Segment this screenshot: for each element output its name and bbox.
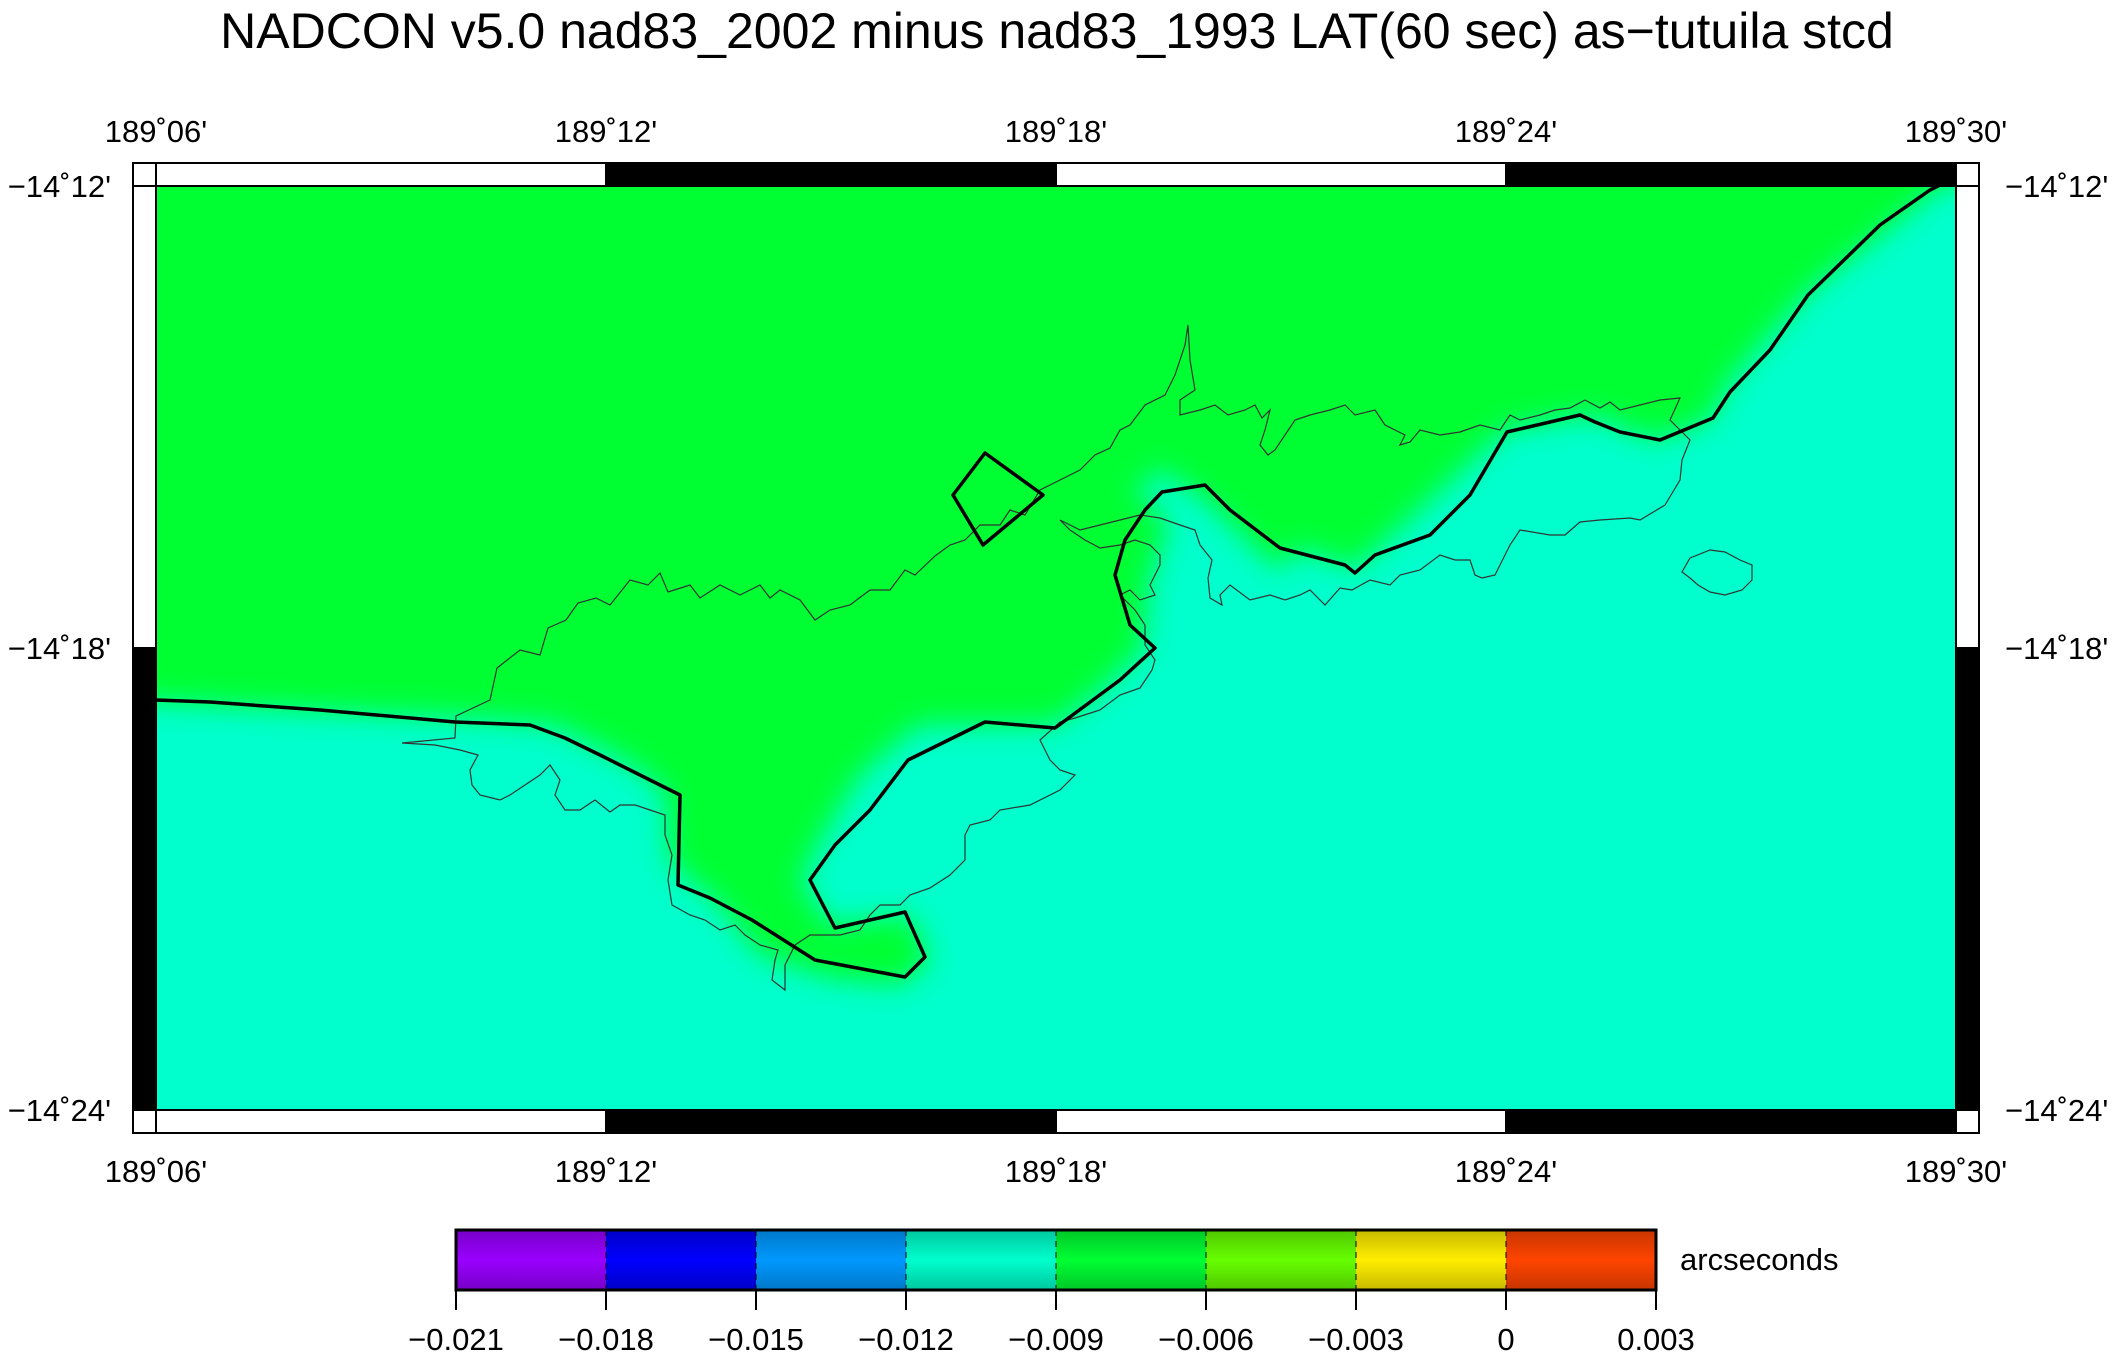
colorbar-bin bbox=[456, 1230, 606, 1290]
lat-label-right: −14˚12' bbox=[2005, 169, 2108, 204]
zone-boundary bbox=[156, 186, 1942, 979]
colorbar-bin bbox=[1056, 1230, 1206, 1290]
lon-label-top: 189˚06' bbox=[105, 114, 207, 149]
colorbar: −0.021 −0.018 −0.015 −0.012 −0.009 −0.006 −0.0… bbox=[408, 1228, 1695, 1357]
colorbar-bin bbox=[906, 1230, 1056, 1290]
lon-label-bottom: 189˚06' bbox=[105, 1154, 207, 1189]
lat-label-right: −14˚24' bbox=[2005, 1093, 2108, 1128]
lon-label-top: 189˚12' bbox=[555, 114, 657, 149]
lon-labels-bottom: 189˚06' 189˚12' 189˚18' 189˚24' 189˚30' bbox=[105, 1154, 2007, 1189]
lon-label-bottom: 189˚30' bbox=[1905, 1154, 2007, 1189]
frame-top-seg-4 bbox=[1506, 163, 1956, 186]
colorbar-bin bbox=[606, 1230, 756, 1290]
frame-top-seg-2 bbox=[606, 163, 1056, 186]
frame-left-seg-1 bbox=[132, 185, 157, 649]
color-field bbox=[156, 186, 1956, 1110]
colorbar-tick-label: −0.015 bbox=[708, 1322, 804, 1357]
boundary-small-polygon bbox=[951, 451, 1045, 547]
frame-right-seg-2 bbox=[1956, 648, 1979, 1110]
lat-labels-right: −14˚12' −14˚18' −14˚24' bbox=[2005, 169, 2108, 1128]
boundary-main-line bbox=[156, 186, 1942, 979]
land-field bbox=[156, 186, 1946, 985]
colorbar-tick-label: −0.006 bbox=[1158, 1322, 1254, 1357]
lon-label-bottom: 189˚12' bbox=[555, 1154, 657, 1189]
colorbar-bin bbox=[1356, 1230, 1506, 1290]
colorbar-tick-label: −0.003 bbox=[1308, 1322, 1404, 1357]
map-title: NADCON v5.0 nad83_2002 minus nad83_1993 … bbox=[220, 3, 1894, 59]
colorbar-tick-label: 0 bbox=[1497, 1322, 1514, 1357]
frame-top-seg-1 bbox=[155, 162, 607, 187]
colorbar-tick-label: −0.009 bbox=[1008, 1322, 1104, 1357]
lat-label-left: −14˚12' bbox=[8, 169, 111, 204]
lat-label-left: −14˚24' bbox=[8, 1093, 111, 1128]
lat-labels-left: −14˚12' −14˚18' −14˚24' bbox=[8, 169, 111, 1128]
colorbar-bin bbox=[1206, 1230, 1356, 1290]
lon-label-top: 189˚30' bbox=[1905, 114, 2007, 149]
lon-labels-top: 189˚06' 189˚12' 189˚18' 189˚24' 189˚30' bbox=[105, 114, 2007, 149]
frame-bottom-seg-4 bbox=[1506, 1110, 1956, 1133]
lat-label-right: −14˚18' bbox=[2005, 631, 2108, 666]
frame-bottom-seg-2 bbox=[606, 1110, 1056, 1133]
lon-label-bottom: 189˚24' bbox=[1455, 1154, 1557, 1189]
frame-top-seg-3 bbox=[1055, 162, 1507, 187]
colorbar-tick-label: −0.018 bbox=[558, 1322, 654, 1357]
lat-label-left: −14˚18' bbox=[8, 631, 111, 666]
frame-bottom-seg-1 bbox=[155, 1109, 607, 1134]
lon-label-top: 189˚18' bbox=[1005, 114, 1107, 149]
frame-left-seg-2 bbox=[133, 648, 156, 1110]
colorbar-bin bbox=[756, 1230, 906, 1290]
frame-bottom-seg-3 bbox=[1055, 1109, 1507, 1134]
colorbar-tick-label: −0.021 bbox=[408, 1322, 504, 1357]
colorbar-bin bbox=[1506, 1230, 1656, 1290]
colorbar-units-label: arcseconds bbox=[1680, 1242, 1839, 1277]
aunuu-island-outline bbox=[1681, 549, 1753, 596]
lon-label-bottom: 189˚18' bbox=[1005, 1154, 1107, 1189]
colorbar-tick-label: 0.003 bbox=[1617, 1322, 1695, 1357]
colorbar-tick-label: −0.012 bbox=[858, 1322, 954, 1357]
map-frame bbox=[132, 162, 1980, 1134]
frame-right-seg-1 bbox=[1955, 185, 1980, 649]
lon-label-top: 189˚24' bbox=[1455, 114, 1557, 149]
